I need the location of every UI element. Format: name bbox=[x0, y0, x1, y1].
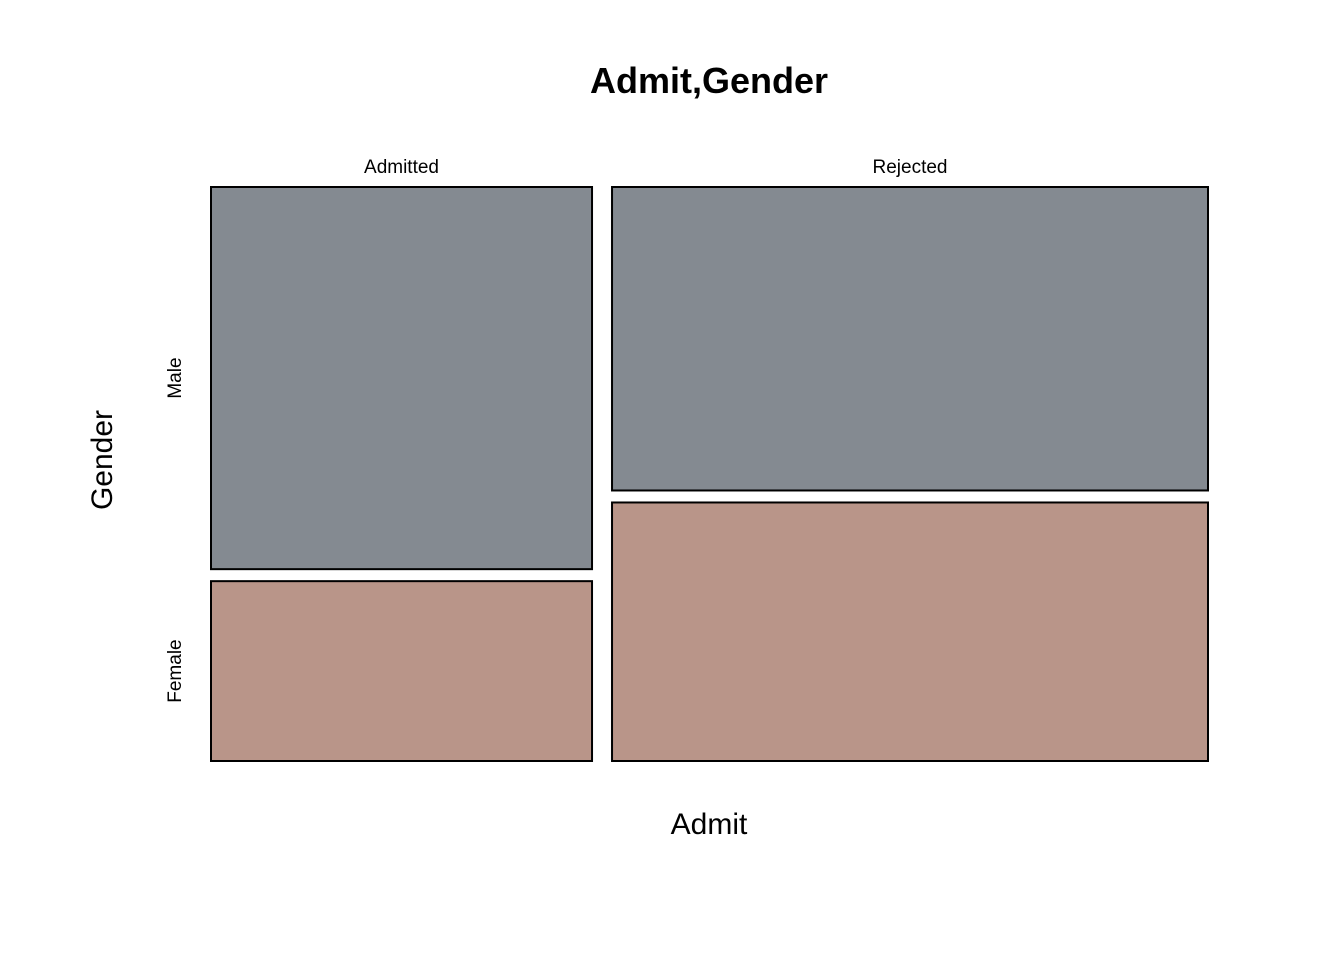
tile-admitted-female bbox=[210, 580, 594, 762]
chart-title: Admit,Gender bbox=[590, 60, 828, 101]
x-tick-label-rejected: Rejected bbox=[873, 157, 948, 178]
tile-admitted-male bbox=[210, 186, 594, 571]
x-tick-labels: Admitted Rejected bbox=[364, 157, 947, 178]
tile-rejected-male bbox=[611, 186, 1209, 492]
y-axis-label: Gender bbox=[86, 410, 119, 510]
mosaic-tiles bbox=[210, 186, 1209, 762]
y-tick-label-male: Male bbox=[165, 357, 186, 398]
y-tick-labels: Male Female bbox=[165, 357, 186, 702]
x-axis-label: Admit bbox=[671, 808, 748, 841]
x-tick-label-admitted: Admitted bbox=[364, 157, 439, 178]
tile-rejected-female bbox=[611, 501, 1209, 762]
y-tick-label-female: Female bbox=[165, 639, 186, 702]
